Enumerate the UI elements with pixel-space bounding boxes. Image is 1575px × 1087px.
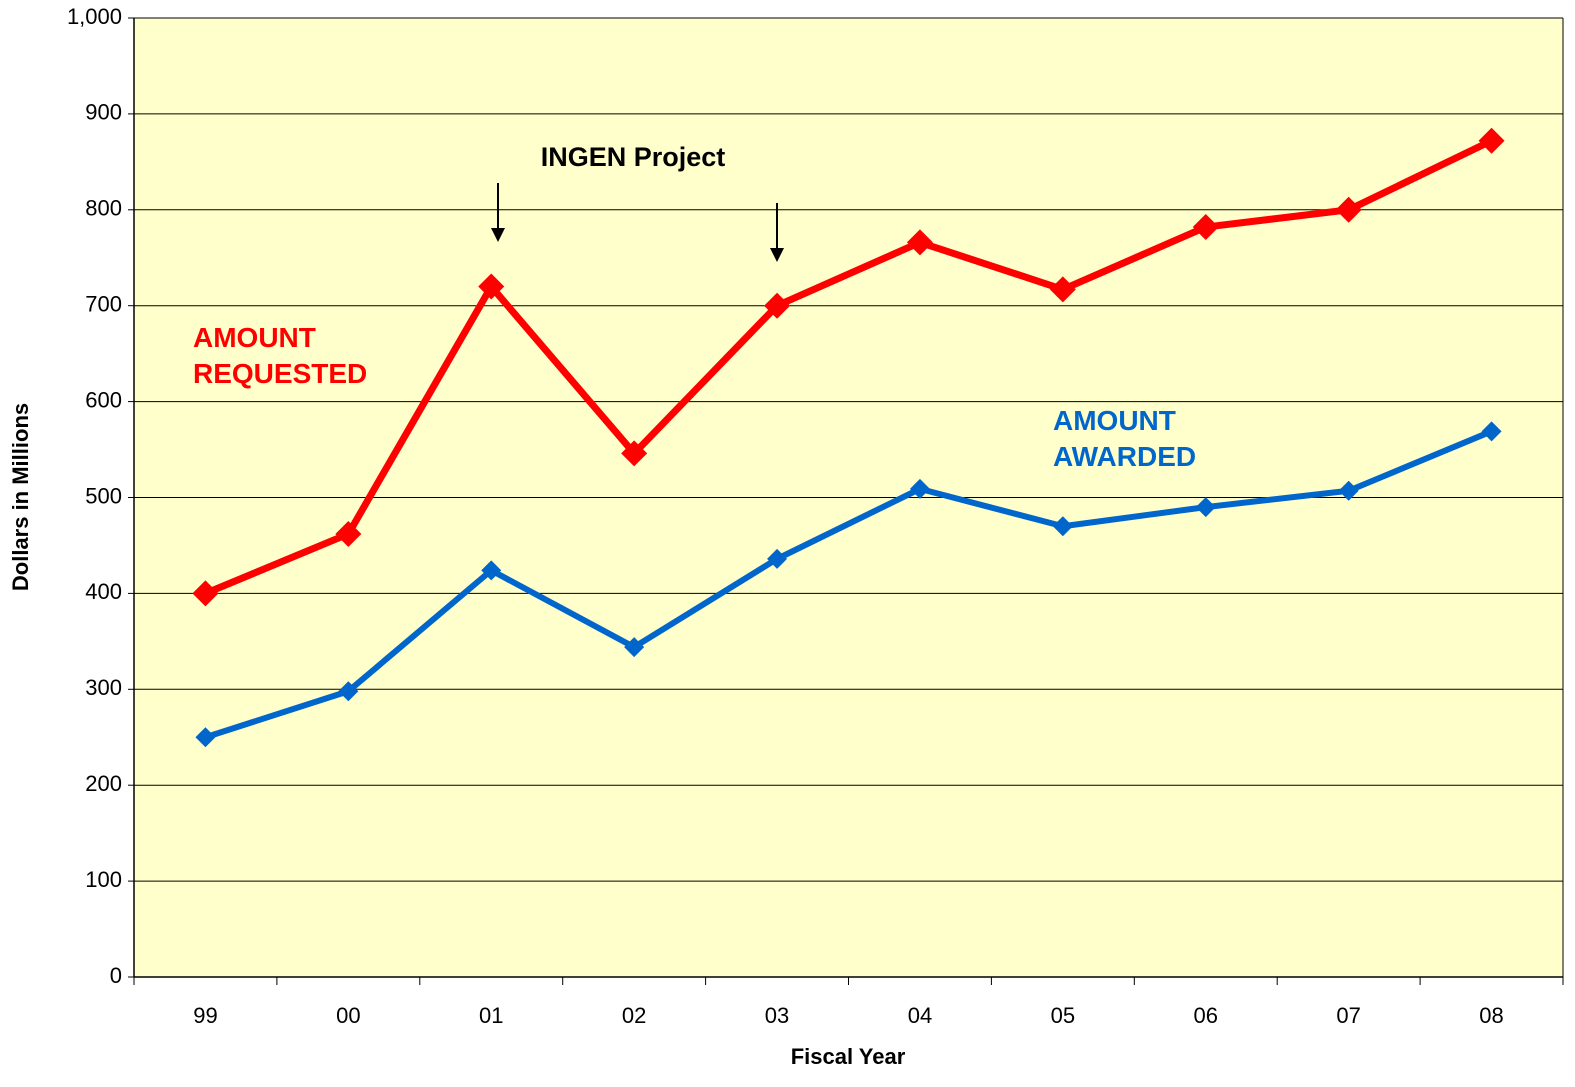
marker: [335, 520, 362, 547]
series-label: AMOUNT AWARDED: [1053, 405, 1197, 472]
y-tick-label: 0: [110, 963, 122, 988]
series-line: [204, 428, 1493, 741]
marker: [1338, 480, 1359, 501]
y-axis-title: Dollars in Millions: [8, 403, 33, 591]
x-tick-label: 02: [622, 1003, 646, 1028]
marker: [1049, 276, 1076, 303]
x-tick-label: 06: [1194, 1003, 1218, 1028]
y-tick-label: 400: [85, 579, 122, 604]
x-tick-label: 07: [1336, 1003, 1360, 1028]
x-tick-label: 03: [765, 1003, 789, 1028]
x-tick-label: 08: [1479, 1003, 1503, 1028]
x-tick-label: 00: [336, 1003, 360, 1028]
marker: [906, 229, 933, 256]
y-tick-label: 300: [85, 675, 122, 700]
marker: [1195, 497, 1216, 518]
marker: [909, 478, 930, 499]
marker: [624, 637, 645, 658]
x-tick-label: 01: [479, 1003, 503, 1028]
y-tick-label: 800: [85, 196, 122, 221]
x-axis-title: Fiscal Year: [791, 1044, 906, 1069]
marker: [1478, 127, 1505, 154]
arrow: [491, 183, 505, 242]
marker: [621, 440, 648, 467]
marker: [192, 580, 219, 607]
y-tick-label: 1,000: [67, 4, 122, 29]
x-tick-label: 05: [1051, 1003, 1075, 1028]
arrow: [770, 203, 784, 262]
marker: [195, 727, 216, 748]
series-line: [204, 137, 1494, 597]
x-tick-label: 99: [193, 1003, 217, 1028]
marker: [1192, 214, 1219, 241]
y-tick-label: 900: [85, 100, 122, 125]
y-tick-label: 200: [85, 771, 122, 796]
marker: [767, 548, 788, 569]
x-tick-label: 04: [908, 1003, 932, 1028]
y-tick-label: 600: [85, 387, 122, 412]
marker: [478, 273, 505, 300]
marker: [764, 292, 791, 319]
y-tick-label: 500: [85, 483, 122, 508]
marker: [1335, 196, 1362, 223]
marker: [1052, 516, 1073, 537]
annotation: INGEN Project: [541, 142, 726, 172]
marker: [481, 560, 502, 581]
series-label: AMOUNT REQUESTED: [193, 322, 368, 389]
marker: [1481, 421, 1502, 442]
y-tick-label: 700: [85, 292, 122, 317]
marker: [338, 681, 359, 702]
y-tick-label: 100: [85, 867, 122, 892]
